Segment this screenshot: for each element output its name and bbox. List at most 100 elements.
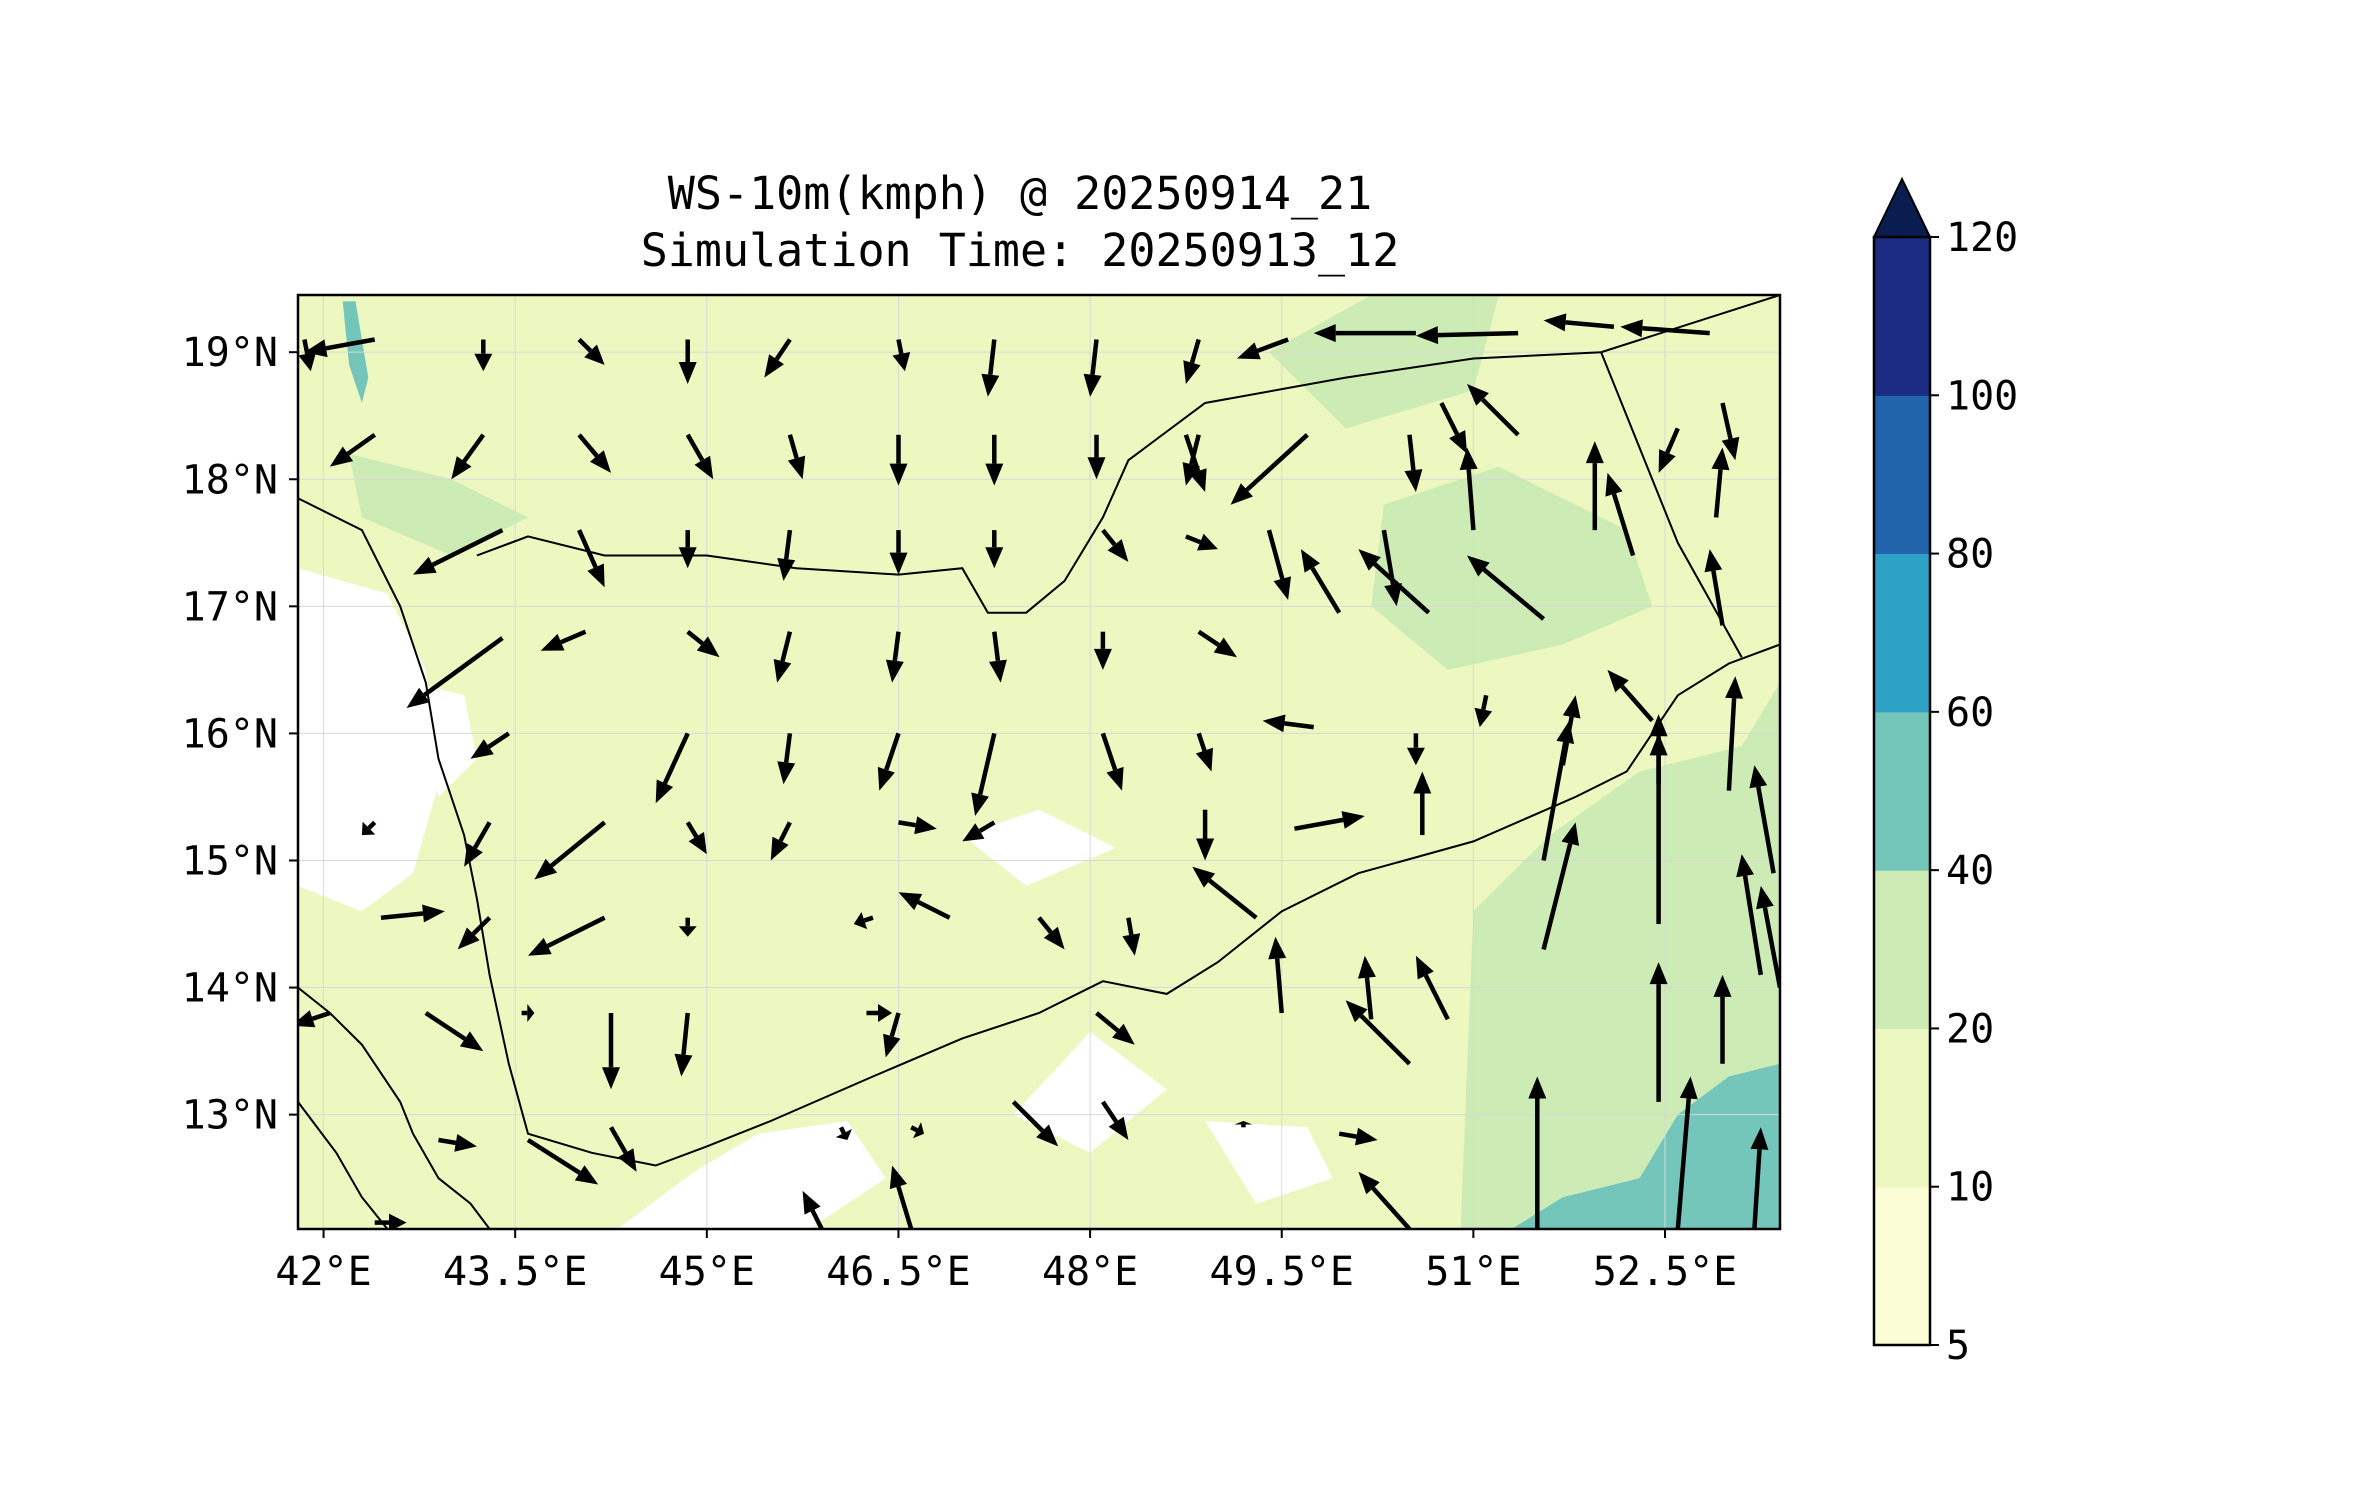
wind-vector-shaft — [1642, 326, 1710, 336]
wind-zone-40-10 — [1511, 1063, 1780, 1229]
wind-vector — [981, 339, 1000, 397]
wind-vector-shaft — [1675, 1098, 1691, 1229]
wind-vector-head — [1093, 648, 1112, 670]
latitude-axis: 19°N 18°N 17°N 16°N 15°N 14°N 13°N — [182, 330, 298, 1139]
wind-vector-shaft — [1423, 974, 1450, 1021]
wind-vector — [1415, 326, 1519, 345]
wind-vector-head — [1649, 962, 1668, 985]
wind-vector-shaft — [1100, 732, 1118, 771]
colorbar-tick-label: 5 — [1946, 1323, 1970, 1369]
wind-vector — [1100, 732, 1124, 791]
wind-vector-shaft — [1565, 320, 1615, 330]
wind-vector-head — [1358, 549, 1381, 571]
wind-vector — [1381, 529, 1402, 607]
wind-vector — [304, 337, 376, 358]
colorbar-tick-label: 100 — [1946, 373, 2018, 419]
wind-vector-head — [1313, 324, 1336, 343]
colorbar-band-10 — [1874, 1028, 1930, 1188]
wind-vector-head — [1415, 326, 1439, 345]
wind-vector-head — [1725, 676, 1743, 699]
wind-vector-head — [1528, 1076, 1547, 1099]
wind-vector — [457, 916, 492, 950]
colorbar-tick-label: 120 — [1946, 215, 2018, 261]
wind-vector-shaft — [367, 820, 377, 830]
lat-tick-label: 13°N — [182, 1093, 278, 1139]
wind-vector — [655, 732, 690, 804]
wind-vector — [1011, 1100, 1059, 1147]
wind-vector — [406, 636, 504, 708]
wind-vector — [1262, 714, 1314, 733]
map-frame — [296, 293, 1782, 1231]
wind-vector-head — [892, 352, 911, 372]
wind-vector — [1183, 338, 1201, 384]
wind-vector — [1585, 441, 1604, 531]
wind-vector-shaft — [1197, 629, 1220, 647]
wind-vector-shaft — [1756, 786, 1776, 874]
wind-vector-shaft — [787, 434, 799, 459]
wind-vector-head — [889, 552, 908, 575]
wind-zone-5-0 — [298, 568, 439, 912]
wind-vector-head — [1192, 866, 1216, 888]
wind-vector-head — [802, 1190, 821, 1215]
colorbar-tick-label: 10 — [1946, 1165, 1994, 1211]
wind-vector — [1528, 1076, 1547, 1229]
wind-vector — [1195, 732, 1213, 772]
wind-vector-head — [1711, 447, 1730, 471]
wind-vector — [1101, 528, 1129, 562]
lon-tick-label: 46.5°E — [826, 1249, 971, 1295]
wind-vector-head — [1358, 955, 1376, 979]
wind-vector-shaft — [1284, 721, 1314, 730]
wind-vector-shaft — [1482, 567, 1546, 621]
wind-vector-shaft — [838, 1126, 846, 1135]
wind-vector-shaft — [896, 339, 904, 355]
wind-vector-shaft — [774, 338, 792, 361]
wind-vector-shaft — [1381, 529, 1396, 585]
wind-vector-shaft — [1338, 1131, 1357, 1139]
wind-vector — [777, 529, 796, 581]
colorbar: 5 10 20 40 60 80 100 120 — [1872, 176, 2018, 1369]
wind-vector — [1607, 669, 1654, 723]
wind-vector-shaft — [884, 732, 901, 771]
wind-vector — [889, 1165, 914, 1229]
wind-vector-head — [1713, 974, 1732, 997]
wind-vector-head — [981, 373, 1000, 397]
wind-vector-shaft — [1711, 570, 1725, 626]
lon-tick-label: 49.5°E — [1209, 1249, 1354, 1295]
wind-vector — [787, 434, 806, 480]
wind-vector-head — [770, 836, 789, 861]
wind-vector-shaft — [577, 337, 593, 353]
wind-vector — [1620, 319, 1710, 338]
wind-vector-head — [1108, 1116, 1129, 1140]
wind-vector — [835, 1126, 852, 1140]
wind-vector-shaft — [577, 529, 598, 569]
wind-vector-head — [655, 779, 674, 804]
wind-vector — [1268, 936, 1287, 1014]
wind-vector-head — [587, 563, 605, 588]
wind-vector — [1101, 1100, 1129, 1140]
wind-vector-head — [304, 339, 328, 358]
wind-vector-shaft — [560, 629, 587, 645]
wind-vector-head — [602, 1067, 620, 1090]
wind-vector — [438, 1134, 477, 1152]
wind-vector — [1234, 1121, 1253, 1128]
wind-vector — [528, 915, 606, 956]
wind-vector-shaft — [681, 1012, 690, 1055]
colorbar-extend-arrow — [1872, 176, 1932, 238]
wind-vector-head — [329, 446, 354, 467]
wind-vector-shaft — [1466, 469, 1476, 531]
wind-vector-shaft — [1373, 562, 1431, 615]
colorbar-band-80 — [1874, 395, 1930, 555]
wind-vector — [1415, 955, 1450, 1021]
wind-vector-shaft — [1294, 817, 1344, 831]
wind-vector-shaft — [549, 820, 607, 868]
wind-vector-shaft — [898, 820, 917, 828]
wind-vector — [853, 912, 874, 930]
wind-vector-head — [1459, 447, 1478, 471]
wind-vector-head — [1561, 822, 1579, 846]
wind-vector — [1197, 629, 1237, 658]
wind-vector-shaft — [1481, 397, 1520, 437]
wind-vector-shaft — [988, 339, 997, 376]
lat-tick-label: 19°N — [182, 330, 278, 376]
wind-vector-shaft — [1541, 741, 1568, 861]
